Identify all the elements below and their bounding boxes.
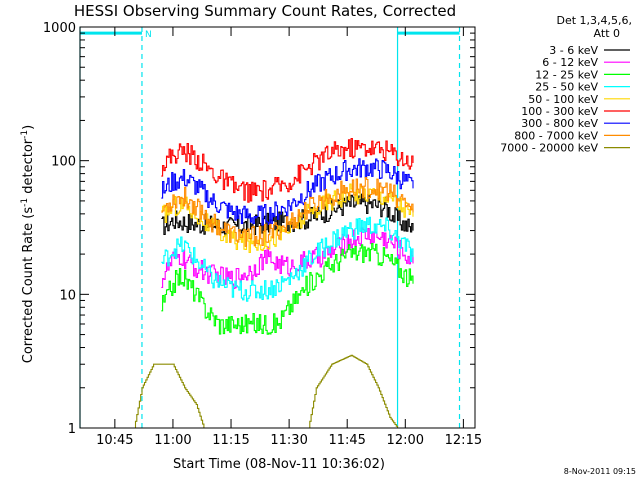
legend-entry-label: 100 - 300 keV — [521, 105, 598, 118]
y-axis-label-part: Corrected Count Rate (s — [21, 207, 36, 364]
legend-entry-label: 25 - 50 keV — [535, 81, 598, 94]
legend-entry-label: 12 - 25 keV — [535, 68, 598, 81]
x-tick-label: 11:00 — [154, 433, 191, 448]
y-axis-label-part: detector — [21, 138, 36, 198]
y-tick-label: 100 — [51, 155, 76, 170]
series-line — [161, 227, 414, 290]
series-line — [161, 243, 414, 335]
series-layer — [134, 137, 414, 429]
plot-frame — [79, 26, 476, 429]
x-tick-label: 12:15 — [445, 433, 482, 448]
x-axis-label: Start Time (08-Nov-11 10:36:02) — [173, 457, 385, 472]
x-tick-label: 10:45 — [96, 433, 133, 448]
legend-entry-label: 800 - 7000 keV — [514, 129, 598, 142]
y-axis-label-sup: -1 — [20, 198, 30, 207]
series-line — [161, 193, 414, 236]
series-line — [161, 177, 414, 247]
flag-label: N — [145, 30, 152, 40]
legend-header-line: Att 0 — [594, 27, 620, 40]
y-tick-label: 10 — [59, 288, 76, 303]
legend-entry-label: 300 - 800 keV — [521, 117, 598, 130]
y-tick-label: 1 — [68, 422, 76, 437]
x-tick-label: 12:00 — [387, 433, 424, 448]
series-line — [134, 354, 399, 429]
chart-title: HESSI Observing Summary Count Rates, Cor… — [74, 2, 456, 20]
legend-header-line: Det 1,3,4,5,6, — [556, 14, 632, 27]
legend-entry-label: 50 - 100 keV — [528, 93, 598, 106]
y-axis-label-sup: -1 — [20, 130, 30, 139]
series-line — [161, 216, 414, 302]
y-axis-label: Corrected Count Rate (s-1 detector-1) — [20, 125, 36, 363]
legend-entry-label: 6 - 12 keV — [542, 56, 598, 69]
series-line — [161, 137, 414, 203]
x-tick-label: 11:45 — [328, 433, 365, 448]
y-tick-label: 1000 — [43, 21, 76, 36]
legend-entry-label: 7000 - 20000 keV — [500, 142, 598, 155]
x-tick-label: 11:15 — [212, 433, 249, 448]
series-line — [161, 183, 414, 254]
footer-timestamp: 8-Nov-2011 09:15 — [564, 467, 636, 476]
legend-entry-label: 3 - 6 keV — [549, 44, 598, 57]
y-axis-label-part: ) — [21, 125, 36, 130]
tick-layer: 10:45 11:00 11:15 11:30 11:45 12:00 12:15 1 10 10… — [43, 21, 482, 448]
x-tick-label: 11:30 — [270, 433, 307, 448]
